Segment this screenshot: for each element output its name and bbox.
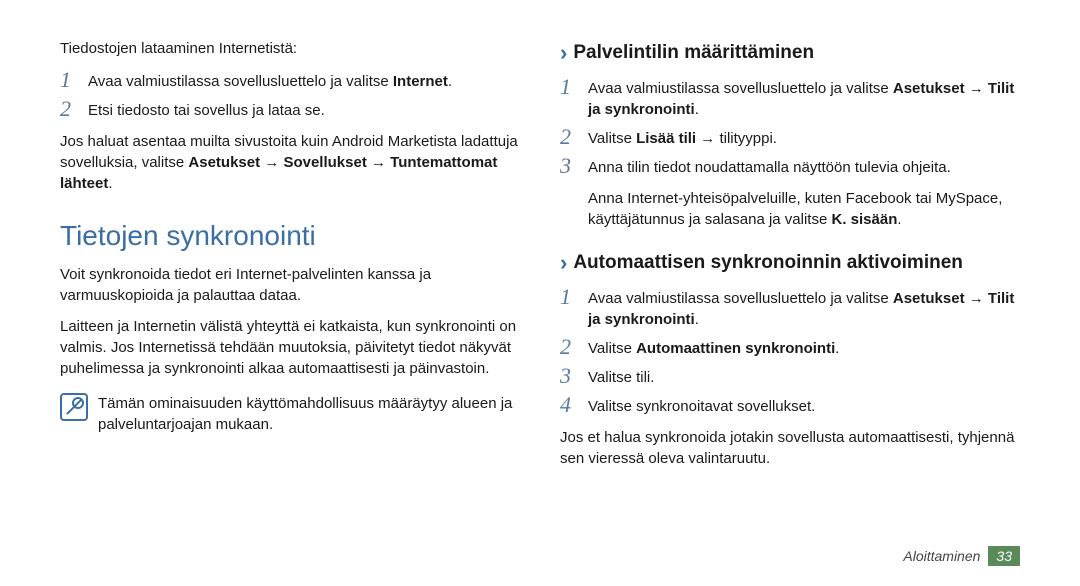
page-content: Tiedostojen lataaminen Internetistä: 1 A… [0, 0, 1080, 495]
paragraph: Anna Internet-yhteisöpalveluille, kuten … [588, 188, 1020, 230]
subsection-heading: › Automaattisen synkronoinnin aktivoimin… [560, 250, 1020, 276]
right-column: › Palvelintilin määrittäminen 1 Avaa val… [560, 40, 1020, 475]
step-number: 2 [60, 98, 78, 120]
step-text: Valitse synkronoitavat sovellukset. [588, 394, 1020, 417]
chevron-icon: › [560, 40, 567, 66]
note-box: Tämän ominaisuuden käyttömahdollisuus mä… [60, 393, 520, 435]
step-number: 4 [560, 394, 578, 416]
step-item: 2 Etsi tiedosto tai sovellus ja lataa se… [60, 98, 520, 121]
paragraph: Jos et halua synkronoida jotakin sovellu… [560, 427, 1020, 469]
page-footer: Aloittaminen 33 [903, 546, 1020, 566]
intro-text: Tiedostojen lataaminen Internetistä: [60, 40, 520, 57]
step-text: Valitse tili. [588, 365, 1020, 388]
step-number: 3 [560, 155, 578, 177]
step-text: Anna tilin tiedot noudattamalla näyttöön… [588, 155, 1020, 178]
chevron-icon: › [560, 250, 567, 276]
step-item: 3 Valitse tili. [560, 365, 1020, 388]
step-text: Valitse Automaattinen synkronointi. [588, 336, 1020, 359]
step-number: 1 [60, 69, 78, 91]
left-column: Tiedostojen lataaminen Internetistä: 1 A… [60, 40, 520, 475]
step-number: 3 [560, 365, 578, 387]
step-item: 4 Valitse synkronoitavat sovellukset. [560, 394, 1020, 417]
step-item: 3 Anna tilin tiedot noudattamalla näyttö… [560, 155, 1020, 178]
step-number: 1 [560, 286, 578, 308]
heading-text: Palvelintilin määrittäminen [573, 42, 814, 64]
step-item: 2 Valitse Lisää tili → tilityyppi. [560, 126, 1020, 149]
step-text: Avaa valmiustilassa sovellusluettelo ja … [588, 76, 1020, 120]
paragraph: Laitteen ja Internetin välistä yhteyttä … [60, 316, 520, 379]
step-text: Avaa valmiustilassa sovellusluettelo ja … [588, 286, 1020, 330]
step-item: 1 Avaa valmiustilassa sovellusluettelo j… [60, 69, 520, 92]
note-icon [60, 393, 88, 421]
step-text: Valitse Lisää tili → tilityyppi. [588, 126, 1020, 149]
step-item: 2 Valitse Automaattinen synkronointi. [560, 336, 1020, 359]
section-heading: Tietojen synkronointi [60, 220, 520, 252]
step-text: Avaa valmiustilassa sovellusluettelo ja … [88, 69, 520, 92]
page-number: 33 [988, 546, 1020, 566]
step-number: 2 [560, 126, 578, 148]
subsection-heading: › Palvelintilin määrittäminen [560, 40, 1020, 66]
heading-text: Automaattisen synkronoinnin aktivoiminen [573, 252, 963, 274]
footer-section-label: Aloittaminen [903, 548, 980, 564]
paragraph: Voit synkronoida tiedot eri Internet-pal… [60, 264, 520, 306]
step-number: 2 [560, 336, 578, 358]
step-number: 1 [560, 76, 578, 98]
note-text: Tämän ominaisuuden käyttömahdollisuus mä… [98, 393, 520, 435]
step-item: 1 Avaa valmiustilassa sovellusluettelo j… [560, 76, 1020, 120]
step-text: Etsi tiedosto tai sovellus ja lataa se. [88, 98, 520, 121]
paragraph: Jos haluat asentaa muilta sivustoita kui… [60, 131, 520, 194]
step-item: 1 Avaa valmiustilassa sovellusluettelo j… [560, 286, 1020, 330]
